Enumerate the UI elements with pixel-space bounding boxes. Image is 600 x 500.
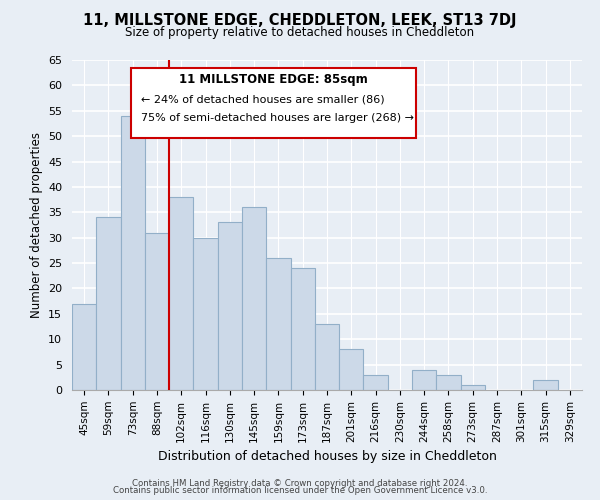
Bar xyxy=(266,258,290,390)
FancyBboxPatch shape xyxy=(131,68,416,138)
Bar xyxy=(96,218,121,390)
Bar xyxy=(412,370,436,390)
Text: ← 24% of detached houses are smaller (86): ← 24% of detached houses are smaller (86… xyxy=(141,94,385,104)
Bar xyxy=(461,385,485,390)
Bar xyxy=(315,324,339,390)
Bar xyxy=(436,375,461,390)
Bar xyxy=(169,197,193,390)
Text: 11 MILLSTONE EDGE: 85sqm: 11 MILLSTONE EDGE: 85sqm xyxy=(179,73,368,86)
Y-axis label: Number of detached properties: Number of detached properties xyxy=(29,132,43,318)
Text: Size of property relative to detached houses in Cheddleton: Size of property relative to detached ho… xyxy=(125,26,475,39)
Bar xyxy=(339,350,364,390)
Bar xyxy=(364,375,388,390)
Bar xyxy=(72,304,96,390)
Text: 75% of semi-detached houses are larger (268) →: 75% of semi-detached houses are larger (… xyxy=(141,113,414,123)
Bar xyxy=(121,116,145,390)
Text: Contains HM Land Registry data © Crown copyright and database right 2024.: Contains HM Land Registry data © Crown c… xyxy=(132,478,468,488)
Bar xyxy=(193,238,218,390)
X-axis label: Distribution of detached houses by size in Cheddleton: Distribution of detached houses by size … xyxy=(158,450,496,463)
Bar xyxy=(242,207,266,390)
Text: 11, MILLSTONE EDGE, CHEDDLETON, LEEK, ST13 7DJ: 11, MILLSTONE EDGE, CHEDDLETON, LEEK, ST… xyxy=(83,12,517,28)
Text: Contains public sector information licensed under the Open Government Licence v3: Contains public sector information licen… xyxy=(113,486,487,495)
Bar xyxy=(290,268,315,390)
Bar xyxy=(145,232,169,390)
Bar xyxy=(218,222,242,390)
Bar xyxy=(533,380,558,390)
